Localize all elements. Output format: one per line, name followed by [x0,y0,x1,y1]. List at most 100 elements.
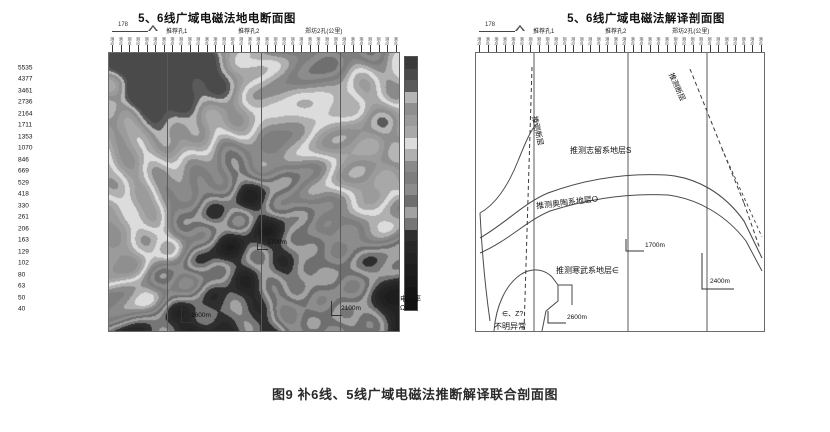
resistivity-colorbar [404,56,418,311]
station-marker-left [292,45,294,52]
colorbar-tick-label: 669 [18,167,29,175]
station-marker-left [258,45,260,52]
borehole-label-1-left: 推荐孔1 [166,29,188,35]
depth-label-2600-right: 2600m [567,314,587,321]
depth-tick-2600-left [181,308,192,323]
station-marker-right [718,45,720,52]
x-axis-tickmark-right [714,331,715,332]
colorbar-segment [405,264,417,276]
station-marker-left [241,45,243,52]
y-axis-tick-right: -2000 [476,238,477,240]
station-marker-left [301,45,303,52]
station-marker-right [675,45,677,52]
x-axis-tickmark-right [595,331,596,332]
station-label-right: 测点 [622,37,628,45]
station-label-right: 测点 [630,37,636,45]
depth-label-2600-left: 2600m [191,312,211,319]
x-axis-tickmark-left [229,331,230,332]
colorbar-caption: 电阻率 Ω · m [400,296,421,314]
colorbar-tick-label: 206 [18,225,29,232]
colorbar-segment [405,114,417,126]
station-label-right: 测点 [716,37,722,45]
station-label-left: 测点 [179,37,184,45]
unknown-symbol-label: ∈、Z? [502,311,524,318]
station-label-left: 测点 [282,37,288,45]
station-marker-right [683,45,685,52]
station-label-left: 测点 [256,37,262,45]
x-axis-tickmark-right [476,331,477,332]
colorbar-segment [405,183,417,195]
station-label-left: 测点 [350,37,356,45]
colorbar-tick-label: 5535 [18,64,33,71]
colorbar-segment [405,195,417,207]
station-marker-right [701,45,703,52]
depth-tick-2100-left [331,301,342,316]
x-axis-tickmark-left [369,331,370,332]
cambrian-layer-label: 推测寒武系地层∈ [556,266,619,275]
station-label-left: 测点 [153,37,159,45]
station-marker-right [709,45,711,52]
station-marker-right [487,45,489,52]
station-marker-left [232,45,234,52]
station-marker-left [215,45,217,52]
benchmark-label-left: 178 [118,22,129,28]
station-label-right: 测点 [596,37,602,45]
colorbar-segment [405,160,417,172]
station-marker-left [352,45,354,52]
station-label-right: 测点 [502,37,508,45]
station-marker-right [641,45,643,52]
station-marker-left [206,45,208,52]
station-label-left: 测点 [127,37,133,45]
station-label-left: 测点 [221,37,227,45]
station-marker-left [318,45,320,52]
colorbar-segment [405,298,417,310]
y-axis-tick-left: -1500 [109,192,110,193]
station-marker-right [632,45,634,52]
right-panel: 5、6线广域电磁法解译剖面图 178 推荐孔1 推荐孔2 郑坊2孔(公里) 测点… [450,0,830,378]
station-marker-right [752,45,754,52]
y-axis-tick-left: -3000 [108,327,109,333]
station-marker-left [369,45,371,52]
borehole-label-3-right: 郑坊2孔(公里) [672,29,710,35]
colorbar-segment [405,57,417,69]
unknown-anomaly-label: 不明异常 [494,322,526,331]
colorbar-tick-label: 80 [18,271,26,278]
station-marker-left [344,45,346,52]
colorbar-tick-label: 129 [18,248,29,255]
colorbar-tick-label: 40 [18,305,26,313]
station-marker-left [189,45,191,52]
station-label-left: 测点 [196,37,202,45]
interpretation-geology-drawing [479,53,763,331]
station-label-left: 测点 [342,37,348,45]
x-axis-tickmark-left [389,331,390,332]
colorbar-tick-label: 163 [18,236,29,244]
colorbar-segment [405,68,417,80]
y-axis-tick-left: -2500 [109,284,110,286]
station-marker-right [658,45,660,52]
station-label-right: 测点 [681,37,687,45]
station-marker-right [607,45,609,52]
borehole-line-3-left [340,53,341,331]
station-marker-right [598,45,600,52]
station-label-right: 测点 [588,37,594,45]
station-label-left: 测点 [170,37,176,45]
left-panel-title: 5、6线广域电磁法地电断面图 [138,13,296,25]
colorbar-segment [405,287,417,299]
x-axis-tickmark-left [269,331,270,332]
resistivity-image [109,53,399,331]
y-axis-tick-left: -2000 [109,238,110,240]
borehole-label-1-right: 推荐孔1 [533,29,555,35]
station-label-left: 测点 [290,37,296,45]
station-label-right: 测点 [519,37,525,45]
colorbar-segment [405,252,417,264]
station-label-right: 测点 [554,37,560,45]
x-axis-tickmark-right [575,331,576,332]
station-marker-left [120,45,122,52]
station-label-left: 测点 [187,37,193,45]
station-marker-left [155,45,157,52]
colorbar-tick-label: 846 [18,156,29,163]
colorbar-caption-line2: Ω · m [400,304,418,312]
borehole-label-2-left: 推荐孔2 [238,29,260,35]
x-axis-tickmark-right [635,331,636,332]
station-marker-right [692,45,694,52]
